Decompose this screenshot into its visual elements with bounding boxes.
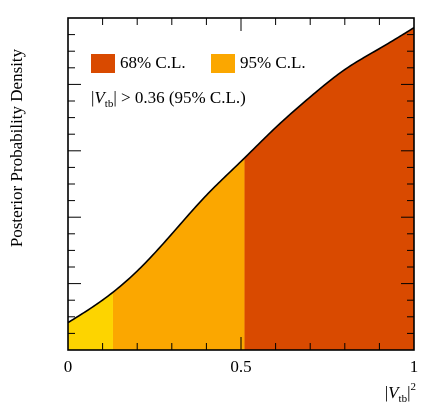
posterior-curve (67, 26, 415, 324)
legend-label-95: 95% C.L. (240, 53, 306, 72)
x-tick-label: 1 (410, 357, 419, 376)
band-2 (68, 292, 113, 350)
x-tick-labels: 0 0.5 1 (64, 357, 419, 376)
annotation-post: | > 0.36 (95% C.L.) (113, 88, 246, 107)
limit-annotation: |Vtb| > 0.36 (95% C.L.) (91, 88, 246, 110)
band-1 (112, 158, 245, 350)
x-axis-label: |Vtb|2 (385, 381, 416, 405)
legend-label-68: 68% C.L. (120, 53, 186, 72)
legend-swatch-95 (211, 53, 235, 73)
x-tick-label: 0 (64, 357, 73, 376)
legend-item-95: 95% C.L. (211, 53, 306, 73)
annotation-var: V (94, 88, 105, 107)
x-axis-label-pre: | (384, 383, 389, 402)
x-axis-label-var: V (388, 383, 399, 402)
y-axis-label: Posterior Probability Density (7, 48, 26, 248)
x-tick-label: 0.5 (230, 357, 251, 376)
axis-ticks (67, 17, 415, 351)
annotation-sub: tb (104, 98, 114, 110)
legend-swatch-68 (91, 53, 115, 73)
x-axis-label-sub: tb (398, 393, 408, 405)
credible-bands (68, 27, 414, 350)
x-axis-label-sup: 2 (410, 381, 417, 393)
legend-item-68: 68% C.L. (91, 53, 186, 73)
band-0 (244, 27, 414, 350)
annotation-pre: | (91, 88, 95, 107)
x-axis-label-post: | (407, 383, 411, 402)
